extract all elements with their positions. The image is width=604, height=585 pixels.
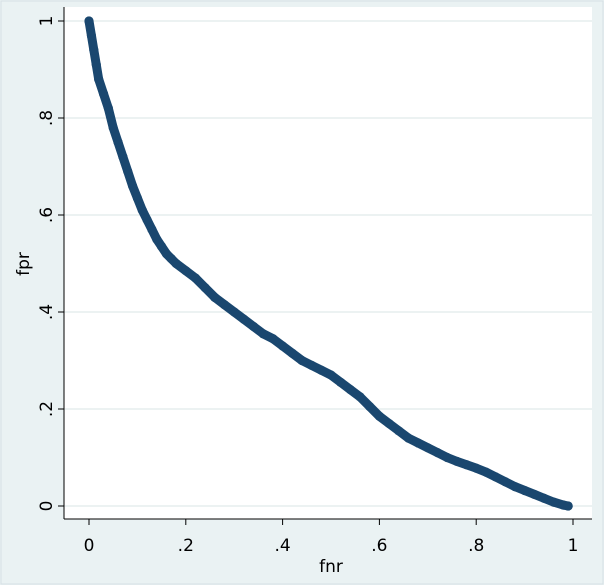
data-point <box>563 501 573 511</box>
data-point <box>142 215 152 225</box>
data-point <box>461 460 472 470</box>
data-point <box>374 411 384 421</box>
y-tick-label-0: 0 <box>37 501 57 512</box>
data-point <box>137 205 147 215</box>
data-point <box>89 45 99 55</box>
data-point <box>442 452 452 463</box>
data-point <box>152 234 162 244</box>
x-tick-label-2: .4 <box>274 536 290 556</box>
data-point <box>268 334 278 344</box>
data-point <box>490 472 501 482</box>
data-point <box>181 266 191 276</box>
data-point <box>113 137 123 147</box>
data-point <box>394 426 404 436</box>
y-axis-label: fpr <box>14 252 34 276</box>
data-point <box>326 370 336 380</box>
data-point <box>481 467 491 477</box>
data-point <box>84 16 94 26</box>
y-tick-label-5: 1 <box>37 16 57 27</box>
data-point <box>91 60 101 70</box>
data-point <box>190 273 201 283</box>
data-point <box>123 166 133 176</box>
axes <box>63 7 592 520</box>
data-point <box>355 392 365 402</box>
y-ticks: 0 .2 .4 .6 .8 1 <box>37 16 64 512</box>
x-tick-label-5: 1 <box>568 536 579 556</box>
data-point <box>147 224 157 235</box>
data-point <box>258 329 268 339</box>
data-point <box>200 283 210 293</box>
data-point <box>384 418 394 429</box>
y-tick-label-1: .2 <box>37 401 57 417</box>
data-point <box>108 123 118 133</box>
data-point <box>103 103 113 113</box>
data-point <box>452 456 462 466</box>
series-fpr <box>84 16 573 511</box>
x-tick-label-3: .6 <box>371 536 387 556</box>
y-tick-label-3: .6 <box>37 207 57 223</box>
data-point <box>132 193 142 203</box>
data-point <box>219 300 230 310</box>
data-point <box>118 152 128 162</box>
data-point <box>403 433 414 443</box>
data-point <box>127 181 138 191</box>
data-point <box>529 489 539 499</box>
data-point <box>307 360 317 370</box>
data-point <box>345 385 355 395</box>
data-point <box>94 74 104 84</box>
data-point <box>336 377 346 387</box>
data-point <box>365 401 375 412</box>
data-point <box>157 241 167 252</box>
data-point <box>432 448 443 458</box>
data-point <box>86 30 97 41</box>
data-point <box>171 258 181 269</box>
grid-lines <box>64 20 592 507</box>
data-point <box>510 482 520 492</box>
x-axis-label: fnr <box>319 557 343 577</box>
y-tick-label-4: .8 <box>37 110 57 126</box>
data-point <box>539 493 549 503</box>
data-point <box>248 321 259 332</box>
plot-area <box>64 7 592 519</box>
data-point <box>98 89 109 99</box>
data-point <box>316 365 326 375</box>
data-point <box>210 292 220 303</box>
data-point <box>549 497 559 507</box>
data-point <box>471 463 481 473</box>
data-point <box>520 485 530 496</box>
data-point <box>229 307 239 317</box>
data-point <box>500 477 510 487</box>
data-point <box>297 355 307 366</box>
x-tick-label-4: .8 <box>468 536 484 556</box>
x-tick-label-0: 0 <box>84 536 95 556</box>
x-ticks: 0 .2 .4 .6 .8 1 <box>84 519 579 556</box>
data-point <box>287 348 297 358</box>
data-point <box>423 443 433 453</box>
y-tick-label-2: .4 <box>37 304 57 320</box>
x-tick-label-1: .2 <box>178 536 194 556</box>
data-point <box>278 341 288 351</box>
data-point <box>239 314 249 324</box>
data-point <box>413 438 423 448</box>
